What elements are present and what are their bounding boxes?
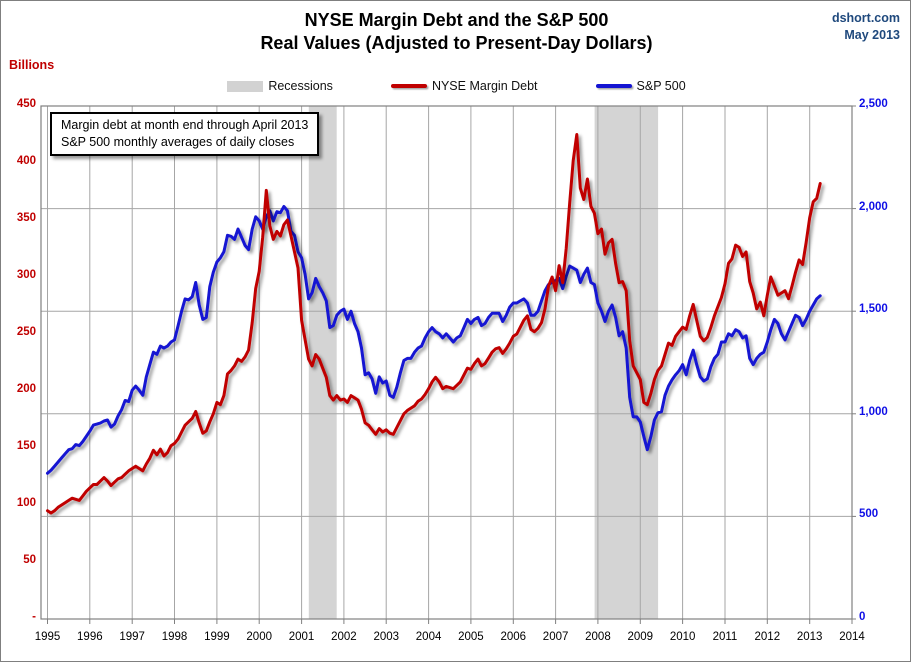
right-axis-tick-label: 0 [859,611,866,623]
x-axis-tick-label: 2008 [585,631,611,643]
sp500-line-swatch [595,84,632,88]
right-axis-tick-label: 2,000 [859,200,888,213]
left-axis-tick-label: 50 [23,554,36,566]
chart-title-block: NYSE Margin Debt and the S&P 500 Real Va… [1,9,910,55]
chart-title-line2: Real Values (Adjusted to Present-Day Dol… [260,33,653,53]
right-axis-tick-label: 500 [859,508,879,521]
legend-label-margin-debt: NYSE Margin Debt [431,79,538,93]
left-axis-tick-label: 250 [16,326,36,338]
right-axis-tick-label: 2,500 [859,98,888,110]
chart-title-line1: NYSE Margin Debt and the S&P 500 [304,10,609,30]
x-axis-tick-label: 2001 [288,631,315,643]
legend-label-recessions: Recessions [268,79,333,93]
x-axis-tick-label: 2005 [458,631,484,643]
left-axis-tick-label: 350 [16,212,36,224]
right-axis-tick-label: 1,500 [859,303,888,316]
margin-debt-line-swatch [390,84,427,88]
x-axis-tick-label: 2010 [669,631,696,643]
left-axis-tick-label: - [32,611,36,623]
legend-item-sp500: S&P 500 [595,79,686,93]
sp500-line [46,205,822,475]
annotation-line1: Margin debt at month end through April 2… [61,118,309,132]
x-axis-tick-label: 2002 [331,631,357,643]
x-axis-tick-label: 2009 [627,631,654,643]
left-axis-tick-label: 200 [16,383,36,395]
x-axis-tick-label: 2013 [796,631,823,643]
x-axis-tick-label: 2000 [246,631,272,643]
x-axis-tick-label: 1996 [77,631,103,643]
annotation-box: Margin debt at month end through April 2… [50,112,320,156]
x-axis-tick-label: 2003 [373,631,400,643]
legend-label-sp500: S&P 500 [636,79,686,93]
x-axis-tick-label: 1997 [119,631,145,643]
source-site: dshort.com [831,11,900,25]
left-axis-tick-label: 300 [16,269,36,281]
left-axis-units-label: Billions [9,58,55,72]
x-axis-tick-label: 2012 [754,631,781,643]
right-axis-tick-label: 1,000 [859,405,888,418]
recession-band-swatch [227,80,264,92]
left-axis-tick-label: 100 [16,497,36,509]
margin-debt-line [46,133,822,515]
x-axis-tick-label: 1998 [161,631,188,643]
x-axis-tick-label: 1999 [204,631,230,643]
annotation-line2: S&P 500 monthly averages of daily closes [61,134,295,149]
x-axis-tick-label: 1995 [34,631,61,643]
x-axis-tick-label: 2014 [839,631,865,643]
left-axis-tick-label: 450 [16,98,36,110]
x-axis-tick-label: 2006 [500,631,527,643]
source-date: May 2013 [844,28,900,42]
chart-legend: Recessions NYSE Margin Debt S&P 500 [1,79,910,93]
left-axis-tick-label: 150 [16,440,36,452]
x-axis-tick-label: 2011 [712,631,738,643]
legend-item-margin-debt: NYSE Margin Debt [390,79,538,93]
legend-item-recessions: Recessions [227,79,333,93]
left-axis-tick-label: 400 [16,155,36,167]
source-attribution: dshort.com May 2013 [832,10,900,44]
x-axis-tick-label: 2004 [415,631,442,643]
x-axis-tick-label: 2007 [542,631,569,643]
